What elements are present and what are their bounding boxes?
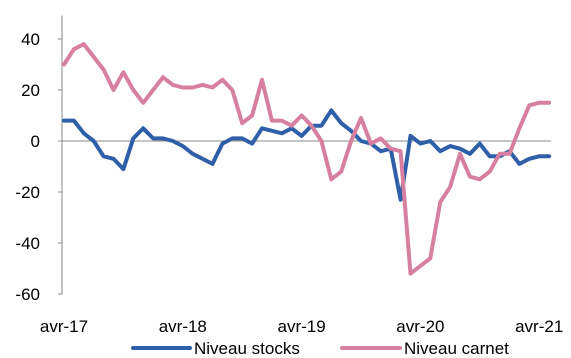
x-axis-labels: avr-17 avr-18 avr-19 avr-20 avr-21 <box>40 317 563 336</box>
y-tick-label: -60 <box>15 285 40 304</box>
series-line-carnet <box>62 42 552 276</box>
x-tick-label: avr-20 <box>396 317 444 336</box>
series-line-stocks <box>62 108 552 202</box>
legend-label: Niveau stocks <box>194 339 300 358</box>
y-tick-label: 40 <box>21 30 40 49</box>
y-tick-label: 0 <box>31 132 40 151</box>
x-tick-label: avr-21 <box>515 317 563 336</box>
x-tick-label: avr-18 <box>159 317 207 336</box>
y-tick-label: -20 <box>15 183 40 202</box>
y-axis-ticks <box>58 38 62 295</box>
x-tick-label: avr-19 <box>278 317 326 336</box>
legend-label: Niveau carnet <box>404 339 509 358</box>
y-tick-label: 20 <box>21 81 40 100</box>
y-axis-labels: -60 -40 -20 0 20 40 <box>15 30 40 304</box>
legend: Niveau stocks Niveau carnet <box>131 339 509 358</box>
series-layer <box>62 42 552 276</box>
x-tick-label: avr-17 <box>40 317 88 336</box>
y-tick-label: -40 <box>15 234 40 253</box>
